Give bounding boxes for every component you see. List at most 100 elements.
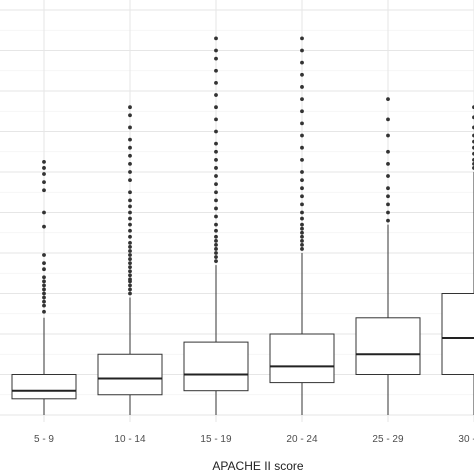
outlier-point [128,253,132,257]
outlier-point [300,85,304,89]
outlier-point [214,206,218,211]
outlier-point [300,222,304,227]
x-tick-labels: 5 - 9 10 - 14 15 - 19 20 - 24 25 - 29 30 - 34 [34,434,474,445]
outlier-point [128,277,132,282]
outlier-point [128,178,132,183]
outlier-point [42,253,46,257]
outlier-point [128,162,132,166]
outlier-point [128,234,132,239]
outlier-point [128,287,132,292]
outlier-point [42,287,46,292]
x-tick-label: 30 - 34 [458,434,474,445]
outlier-point [300,243,304,247]
outlier-point [214,117,218,122]
outlier-point [128,240,132,245]
outlier-point [214,105,218,110]
outlier-point [128,145,132,150]
outlier-point [42,283,46,288]
outlier-point [214,182,218,187]
outlier-point [386,202,390,207]
outlier-point [214,243,218,247]
outlier-point [300,210,304,215]
outlier-point [42,180,46,185]
iqr-box [355,317,421,375]
outlier-point [128,216,132,221]
outlier-point [300,72,304,77]
outlier-point [128,153,132,158]
outlier-point [128,210,132,215]
outlier-point [214,238,218,243]
outlier-point [214,36,218,41]
outlier-point [42,210,46,215]
outlier-point [386,194,390,199]
outlier-point [386,97,390,101]
outlier-point [128,204,132,209]
outlier-point [214,214,218,219]
outlier-point [300,226,304,231]
outlier-point [300,109,304,114]
outlier-point [386,117,390,122]
boxes [11,36,474,415]
outlier-point [214,247,218,251]
box-group [355,97,421,415]
outlier-point [214,251,218,255]
outlier-point [42,172,46,176]
outlier-point [128,113,132,118]
outlier-point [42,261,46,266]
outlier-point [214,48,218,53]
outlier-point [128,261,132,266]
outlier-point [42,303,46,308]
outlier-point [128,265,132,270]
outlier-point [128,125,132,130]
outlier-point [214,157,218,162]
outlier-point [42,224,46,229]
iqr-box [269,333,335,384]
x-tick-label: 5 - 9 [34,434,54,445]
outlier-point [214,174,218,178]
outlier-point [214,234,218,239]
outlier-point [300,202,304,207]
outlier-point [128,222,132,227]
box-group [97,105,163,415]
x-tick-label: 10 - 14 [114,434,146,445]
outlier-point [214,190,218,195]
outlier-point [128,170,132,174]
outlier-point [214,93,218,97]
outlier-point [300,48,304,53]
iqr-box [11,374,77,400]
outlier-point [42,279,46,284]
outlier-point [300,186,304,191]
outlier-point [214,129,218,134]
outlier-point [128,269,132,274]
outlier-point [300,36,304,41]
outlier-point [300,145,304,150]
outlier-point [386,210,390,215]
outlier-point [42,309,46,314]
outlier-point [214,56,218,61]
box-group [269,36,335,415]
iqr-box [183,341,249,392]
outlier-point [300,97,304,101]
outlier-point [214,68,218,73]
outlier-point [42,267,46,272]
x-tick-label: 25 - 29 [372,434,404,445]
outlier-point [128,291,132,296]
outlier-point [128,228,132,233]
outlier-point [300,170,304,174]
x-axis-title: APACHE II score [212,459,303,473]
outlier-point [42,275,46,280]
outlier-point [128,257,132,261]
outlier-point [214,255,218,259]
outlier-point [42,159,46,164]
box-group [183,36,249,415]
outlier-point [386,133,390,138]
iqr-box [441,293,474,375]
outlier-point [42,166,46,170]
outlier-point [128,283,132,288]
outlier-point [128,198,132,203]
x-tick-label: 20 - 24 [286,434,318,445]
outlier-point [214,166,218,170]
outlier-point [300,234,304,239]
outlier-point [214,222,218,227]
